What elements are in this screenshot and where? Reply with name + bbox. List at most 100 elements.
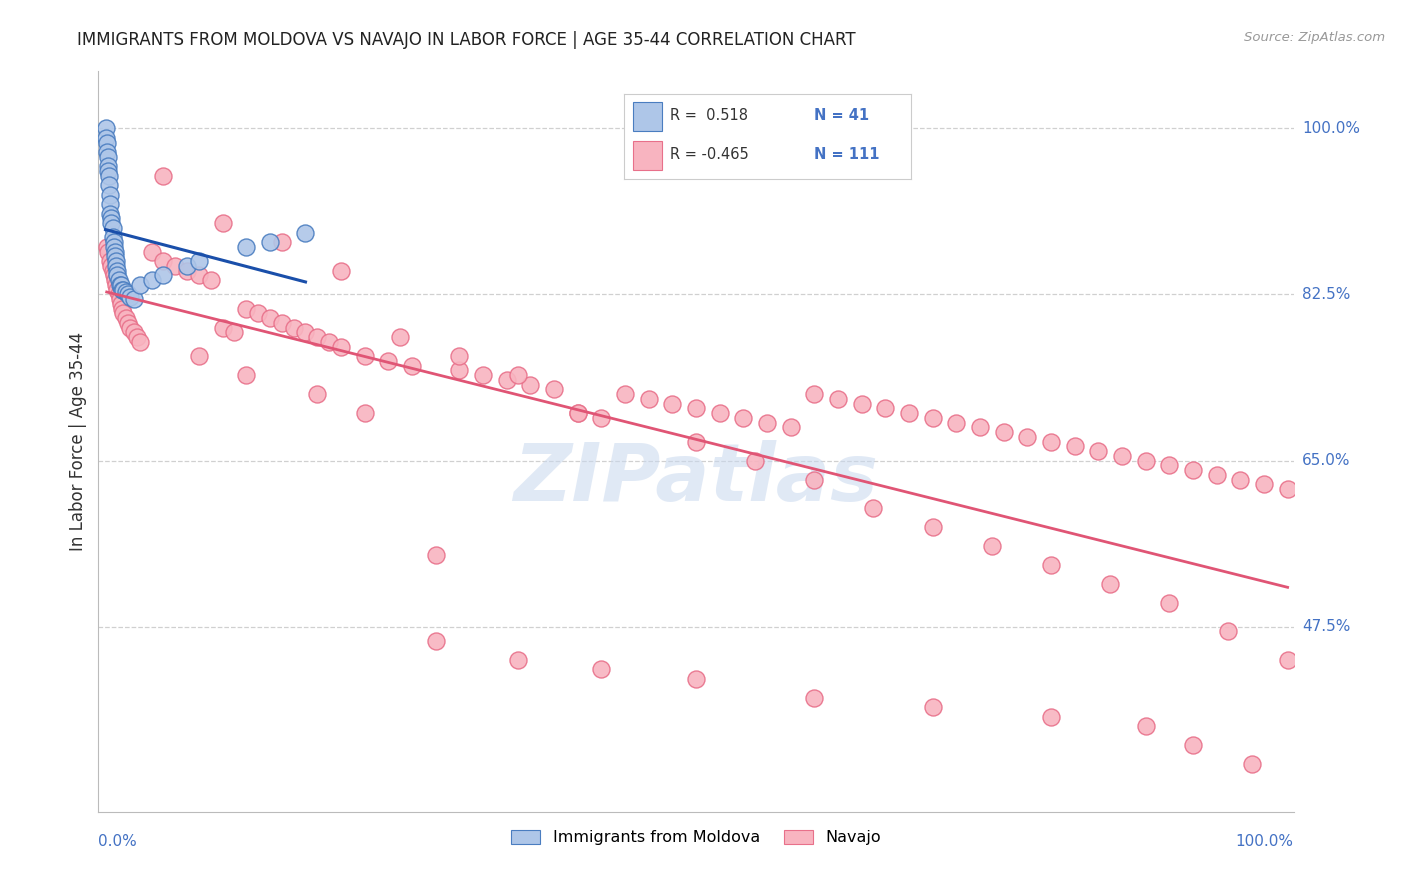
Point	[152, 268, 174, 283]
Point	[122, 292, 145, 306]
Point	[105, 268, 128, 283]
Point	[744, 453, 766, 467]
Point	[100, 216, 122, 230]
Point	[105, 283, 128, 297]
Point	[1159, 596, 1181, 610]
Point	[1063, 439, 1085, 453]
Point	[1253, 477, 1275, 491]
Point	[110, 277, 132, 292]
Point	[107, 287, 129, 301]
Point	[353, 406, 375, 420]
Point	[1017, 430, 1039, 444]
Point	[401, 359, 423, 373]
Point	[152, 254, 174, 268]
Legend: Immigrants from Moldova, Navajo: Immigrants from Moldova, Navajo	[505, 823, 887, 852]
Point	[247, 306, 270, 320]
Text: 65.0%: 65.0%	[1302, 453, 1350, 468]
Point	[103, 240, 125, 254]
Point	[141, 244, 163, 259]
Point	[100, 259, 122, 273]
Point	[508, 653, 530, 667]
Point	[98, 254, 121, 268]
Point	[969, 420, 991, 434]
Point	[1099, 577, 1122, 591]
Point	[98, 207, 121, 221]
Point	[211, 320, 233, 334]
Point	[110, 297, 132, 311]
Point	[425, 633, 447, 648]
Point	[127, 330, 149, 344]
Point	[103, 235, 125, 250]
Point	[120, 320, 142, 334]
Point	[94, 121, 117, 136]
Point	[98, 187, 121, 202]
Point	[117, 316, 139, 330]
Point	[685, 434, 707, 449]
Point	[1039, 558, 1062, 572]
Point	[235, 240, 257, 254]
Point	[107, 273, 129, 287]
Point	[614, 387, 637, 401]
Point	[188, 268, 211, 283]
Point	[97, 159, 120, 173]
Point	[259, 235, 281, 250]
Point	[1135, 453, 1157, 467]
Point	[1111, 449, 1133, 463]
Point	[176, 259, 198, 273]
Point	[211, 216, 233, 230]
Point	[101, 230, 124, 244]
Point	[120, 290, 142, 304]
Point	[200, 273, 222, 287]
Point	[97, 244, 120, 259]
Text: ZIPatlas: ZIPatlas	[513, 440, 879, 517]
Point	[235, 368, 257, 383]
Point	[685, 401, 707, 416]
Point	[307, 387, 329, 401]
Point	[270, 316, 292, 330]
Point	[827, 392, 849, 406]
Point	[141, 273, 163, 287]
Point	[1039, 710, 1062, 724]
Point	[921, 410, 943, 425]
Point	[330, 340, 353, 354]
Point	[1135, 719, 1157, 733]
Point	[1159, 458, 1181, 473]
Text: 100.0%: 100.0%	[1302, 120, 1360, 136]
Point	[176, 263, 198, 277]
Point	[103, 268, 125, 283]
Point	[803, 690, 825, 705]
Point	[449, 349, 471, 363]
Point	[101, 263, 124, 277]
Point	[283, 320, 305, 334]
Point	[755, 416, 778, 430]
Point	[875, 401, 897, 416]
Point	[377, 354, 399, 368]
Point	[108, 277, 131, 292]
Point	[921, 700, 943, 714]
Point	[508, 368, 530, 383]
Point	[472, 368, 495, 383]
Text: 47.5%: 47.5%	[1302, 619, 1350, 634]
Point	[921, 520, 943, 534]
Point	[1039, 434, 1062, 449]
Point	[97, 164, 120, 178]
Point	[685, 672, 707, 686]
Point	[105, 263, 128, 277]
Point	[224, 326, 246, 340]
Point	[993, 425, 1015, 439]
Point	[96, 145, 118, 159]
Point	[259, 311, 281, 326]
Point	[111, 301, 134, 316]
Point	[1277, 482, 1299, 496]
Point	[152, 169, 174, 183]
Point	[294, 226, 316, 240]
Point	[543, 382, 565, 396]
Point	[188, 349, 211, 363]
Point	[495, 373, 517, 387]
Text: 100.0%: 100.0%	[1236, 834, 1294, 849]
Point	[851, 396, 873, 410]
Point	[101, 221, 124, 235]
Point	[803, 387, 825, 401]
Point	[112, 306, 135, 320]
Point	[100, 211, 122, 226]
